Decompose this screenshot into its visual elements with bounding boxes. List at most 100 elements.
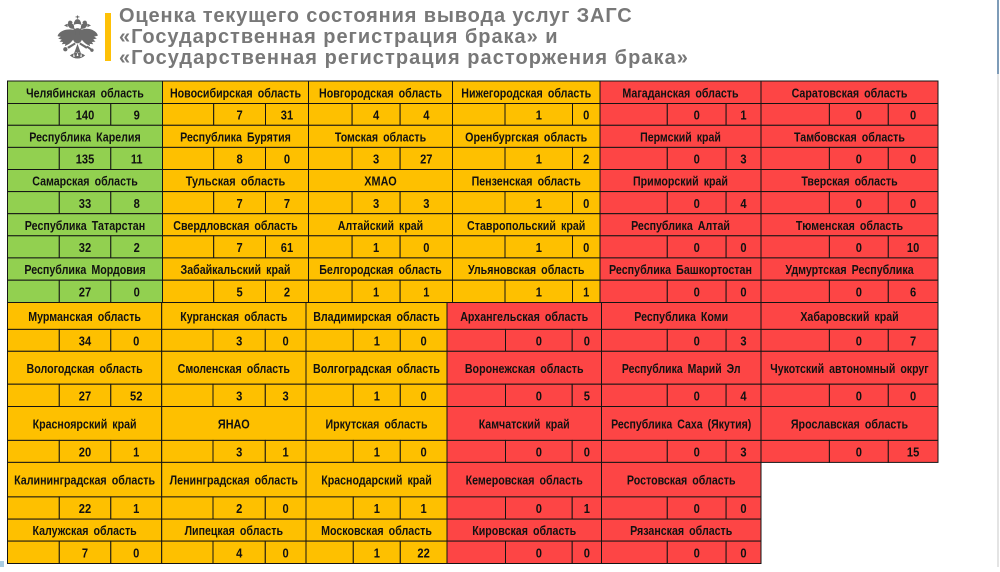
svg-text:0: 0	[283, 334, 289, 349]
svg-text:4: 4	[423, 108, 430, 123]
svg-text:1: 1	[536, 240, 542, 255]
svg-text:Архангельская область: Архангельская область	[460, 310, 588, 324]
svg-text:Мурманская область: Мурманская область	[28, 310, 141, 324]
svg-text:Краснодарский край: Краснодарский край	[321, 474, 432, 488]
svg-text:1: 1	[133, 501, 139, 516]
svg-text:1: 1	[374, 545, 380, 560]
svg-text:Владимирская область: Владимирская область	[313, 310, 440, 324]
svg-text:11: 11	[131, 152, 143, 167]
svg-text:0: 0	[740, 501, 746, 516]
svg-text:2: 2	[236, 501, 242, 516]
svg-text:Ставропольский край: Ставропольский край	[467, 219, 585, 233]
svg-text:4: 4	[236, 545, 243, 560]
svg-text:3: 3	[373, 152, 379, 167]
svg-text:1: 1	[374, 389, 380, 404]
svg-text:Липецкая область: Липецкая область	[185, 524, 284, 538]
svg-text:Московская область: Московская область	[321, 524, 432, 538]
svg-text:Свердловская область: Свердловская область	[173, 219, 298, 233]
svg-text:4: 4	[373, 108, 380, 123]
svg-text:Ленинградская область: Ленинградская область	[170, 474, 298, 488]
svg-text:0: 0	[584, 334, 590, 349]
svg-text:0: 0	[536, 501, 542, 516]
svg-text:3: 3	[236, 389, 242, 404]
svg-text:0: 0	[284, 152, 290, 167]
svg-text:Приморский край: Приморский край	[633, 175, 728, 189]
svg-text:0: 0	[856, 445, 862, 460]
svg-text:7: 7	[237, 240, 243, 255]
svg-text:Томская область: Томская область	[335, 130, 426, 144]
svg-text:1: 1	[536, 152, 542, 167]
svg-text:6: 6	[910, 285, 916, 300]
svg-text:Кировская область: Кировская область	[472, 524, 576, 538]
svg-text:3: 3	[236, 445, 242, 460]
svg-text:ЯНАО: ЯНАО	[218, 418, 250, 432]
svg-text:1: 1	[283, 445, 289, 460]
svg-text:Иркутская область: Иркутская область	[325, 418, 427, 432]
svg-text:61: 61	[281, 240, 293, 255]
svg-text:0: 0	[910, 389, 916, 404]
svg-text:Смоленская область: Смоленская область	[178, 362, 290, 376]
svg-text:1: 1	[421, 501, 427, 516]
svg-text:8: 8	[237, 152, 243, 167]
svg-text:0: 0	[694, 240, 700, 255]
svg-text:1: 1	[584, 501, 590, 516]
svg-text:Чукотский автономный округ: Чукотский автономный округ	[770, 362, 928, 376]
svg-text:0: 0	[910, 196, 916, 211]
svg-text:1: 1	[374, 501, 380, 516]
svg-text:1: 1	[133, 445, 139, 460]
svg-text:Алтайский край: Алтайский край	[338, 219, 423, 233]
svg-text:Удмуртская Республика: Удмуртская Республика	[785, 263, 914, 277]
svg-text:52: 52	[130, 389, 142, 404]
svg-text:1: 1	[536, 196, 542, 211]
svg-text:27: 27	[79, 389, 91, 404]
svg-text:0: 0	[694, 334, 700, 349]
svg-text:3: 3	[423, 196, 429, 211]
svg-text:0: 0	[856, 240, 862, 255]
svg-text:5: 5	[237, 285, 243, 300]
svg-text:22: 22	[417, 545, 429, 560]
svg-text:1: 1	[423, 285, 429, 300]
svg-text:7: 7	[910, 334, 916, 349]
svg-text:3: 3	[283, 389, 289, 404]
svg-text:3: 3	[740, 334, 746, 349]
svg-text:0: 0	[584, 445, 590, 460]
svg-text:0: 0	[583, 240, 589, 255]
svg-text:Тюменская область: Тюменская область	[796, 219, 903, 233]
svg-text:1: 1	[583, 285, 589, 300]
svg-text:Волгоградская область: Волгоградская область	[313, 362, 440, 376]
svg-text:0: 0	[694, 196, 700, 211]
svg-text:0: 0	[134, 285, 140, 300]
svg-text:27: 27	[420, 152, 432, 167]
svg-text:Самарская область: Самарская область	[32, 175, 138, 189]
svg-text:0: 0	[283, 501, 289, 516]
svg-text:Вологодская область: Вологодская область	[27, 362, 143, 376]
svg-text:ХМАО: ХМАО	[364, 175, 397, 189]
svg-text:0: 0	[740, 545, 746, 560]
svg-text:0: 0	[694, 389, 700, 404]
svg-text:0: 0	[694, 108, 700, 123]
svg-text:0: 0	[856, 389, 862, 404]
svg-text:0: 0	[910, 108, 916, 123]
svg-text:Республика Карелия: Республика Карелия	[29, 130, 140, 144]
svg-text:Ярославская область: Ярославская область	[791, 418, 908, 432]
svg-text:0: 0	[694, 285, 700, 300]
svg-text:Камчатский край: Камчатский край	[479, 418, 570, 432]
svg-text:140: 140	[76, 108, 95, 123]
svg-text:7: 7	[237, 196, 243, 211]
svg-text:0: 0	[740, 285, 746, 300]
svg-text:3: 3	[740, 445, 746, 460]
svg-text:0: 0	[856, 108, 862, 123]
svg-text:135: 135	[76, 152, 95, 167]
svg-text:Республика Алтай: Республика Алтай	[631, 219, 730, 233]
svg-text:Ульяновская область: Ульяновская область	[468, 263, 585, 277]
svg-text:0: 0	[583, 108, 589, 123]
svg-text:7: 7	[284, 196, 290, 211]
svg-text:Магаданская область: Магаданская область	[622, 86, 738, 100]
svg-text:1: 1	[373, 240, 379, 255]
svg-text:34: 34	[79, 334, 92, 349]
svg-text:1: 1	[374, 445, 380, 460]
svg-text:0: 0	[583, 196, 589, 211]
svg-text:0: 0	[694, 152, 700, 167]
svg-text:32: 32	[79, 240, 91, 255]
svg-text:2: 2	[583, 152, 589, 167]
